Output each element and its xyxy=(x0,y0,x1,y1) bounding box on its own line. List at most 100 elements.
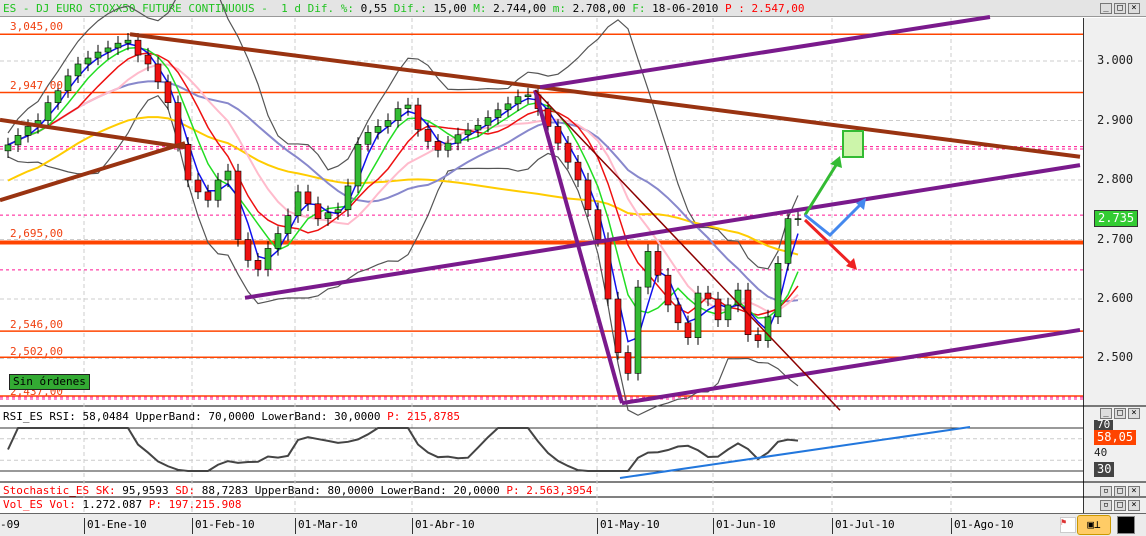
candle xyxy=(794,218,802,220)
trendline xyxy=(533,89,624,404)
candle xyxy=(584,179,592,211)
candle xyxy=(244,239,252,261)
dif-value: 15,00 xyxy=(433,2,467,15)
candle xyxy=(764,316,772,341)
x-tick: 01-Jul-10 xyxy=(832,518,895,534)
ma-blue xyxy=(7,42,799,343)
candle xyxy=(784,218,792,264)
target-box xyxy=(842,130,864,158)
color-swatch[interactable] xyxy=(1117,516,1135,534)
candle xyxy=(524,94,532,98)
p-label: P : xyxy=(724,2,745,15)
rsi-minimize-button[interactable]: _ xyxy=(1100,408,1112,419)
y-tick: 2.800 xyxy=(1097,172,1134,186)
candle xyxy=(614,298,622,353)
candle xyxy=(684,322,692,338)
candle xyxy=(384,120,392,127)
candle xyxy=(154,63,162,83)
x-tick: 01-Ene-10 xyxy=(84,518,147,534)
save-icon[interactable]: ▣ xyxy=(1087,518,1094,531)
rsi-legend: RSI_ES RSI: 58,0484 UpperBand: 70,0000 L… xyxy=(3,410,460,423)
candle xyxy=(494,109,502,118)
stochastic-legend: Stochastic_ES SK: 95,9593 SD: 88,7283 Up… xyxy=(3,484,592,497)
candle xyxy=(754,334,762,341)
min-label: m: xyxy=(552,2,566,15)
candle xyxy=(14,135,22,146)
vol-close-button[interactable]: × xyxy=(1128,500,1140,511)
rsi-p-label: P: xyxy=(387,410,401,423)
level-label: 2,947,00 xyxy=(10,79,63,92)
vol-maximize-button[interactable]: □ xyxy=(1114,500,1126,511)
level-label: 3,045,00 xyxy=(10,20,63,33)
level-label: 2,546,00 xyxy=(10,318,63,331)
save-pin-button[interactable]: ▣⊥ xyxy=(1077,515,1111,535)
rsi-upper: 70,0000 xyxy=(208,410,255,423)
candle xyxy=(264,248,272,270)
candle xyxy=(504,103,512,111)
ma-green xyxy=(7,46,799,319)
rsi-tick: 70 xyxy=(1094,419,1114,430)
candle xyxy=(574,161,582,181)
rsi-close-button[interactable]: × xyxy=(1128,408,1140,419)
candle xyxy=(434,141,442,151)
candle xyxy=(544,108,552,127)
candle xyxy=(324,212,332,219)
rsi-tick: 30 xyxy=(1094,462,1115,477)
candle xyxy=(594,209,602,240)
time-axis: -09 01-Ene-10 01-Feb-10 01-Mar-10 01-Abr… xyxy=(0,513,1146,536)
ma-pink xyxy=(7,63,799,313)
close-button[interactable]: × xyxy=(1128,3,1140,14)
candle xyxy=(694,292,702,338)
candle xyxy=(474,124,482,131)
trendline xyxy=(0,141,186,203)
x-tick: 01-Abr-10 xyxy=(412,518,475,534)
volume-legend: Vol_ES Vol: 1.272.087 P: 197.215.908 xyxy=(3,498,241,511)
stoch-restore-button[interactable]: ▫ xyxy=(1100,486,1112,497)
candle xyxy=(444,142,452,151)
stoch-upper-label: UpperBand: xyxy=(254,484,321,497)
candle xyxy=(104,47,112,53)
x-tick: 01-Ago-10 xyxy=(951,518,1014,534)
candle xyxy=(734,289,742,306)
bollinger-lower xyxy=(7,94,799,416)
candle xyxy=(294,191,302,216)
stoch-p-label: P: xyxy=(506,484,520,497)
stoch-p: 2.563,3954 xyxy=(526,484,593,497)
candle xyxy=(724,304,732,321)
y-tick: 2.600 xyxy=(1097,291,1134,305)
orders-badge[interactable]: Sin órdenes xyxy=(9,374,90,390)
candle xyxy=(354,144,362,187)
candle xyxy=(464,129,472,136)
stoch-close-button[interactable]: × xyxy=(1128,486,1140,497)
max-label: M: xyxy=(473,2,487,15)
candle xyxy=(514,96,522,105)
vol-restore-button[interactable]: ▫ xyxy=(1100,500,1112,511)
bollinger-upper xyxy=(7,0,799,270)
rsi-lower-label: LowerBand: xyxy=(261,410,328,423)
pin-icon[interactable]: ⊥ xyxy=(1094,518,1101,531)
rsi-trendline xyxy=(619,426,971,479)
candle xyxy=(314,203,322,219)
stoch-sk: 95,9593 xyxy=(122,484,169,497)
rsi-maximize-button[interactable]: □ xyxy=(1114,408,1126,419)
blue-arrow xyxy=(804,201,864,238)
flag-icon[interactable]: ⚑ xyxy=(1060,517,1076,533)
maximize-button[interactable]: □ xyxy=(1114,3,1126,14)
stoch-sd: 88,7283 xyxy=(201,484,249,497)
stoch-label: Stochastic_ES SK: xyxy=(3,484,116,497)
candle xyxy=(24,126,32,136)
trendline xyxy=(244,163,1081,300)
dif-pct-label: Dif. %: xyxy=(307,2,355,15)
candle xyxy=(714,298,722,321)
trendline xyxy=(539,14,991,90)
candle xyxy=(44,102,52,121)
date-label: F: xyxy=(632,2,646,15)
candle xyxy=(604,239,612,300)
candle xyxy=(114,42,122,49)
candle xyxy=(4,144,12,152)
candle xyxy=(664,274,672,306)
stoch-maximize-button[interactable]: □ xyxy=(1114,486,1126,497)
chart-header: ES - DJ EURO STOXX50 FUTURE CONTINUOUS -… xyxy=(0,0,1146,17)
minimize-button[interactable]: _ xyxy=(1100,3,1112,14)
vol-value: 1.272.087 xyxy=(82,498,143,511)
